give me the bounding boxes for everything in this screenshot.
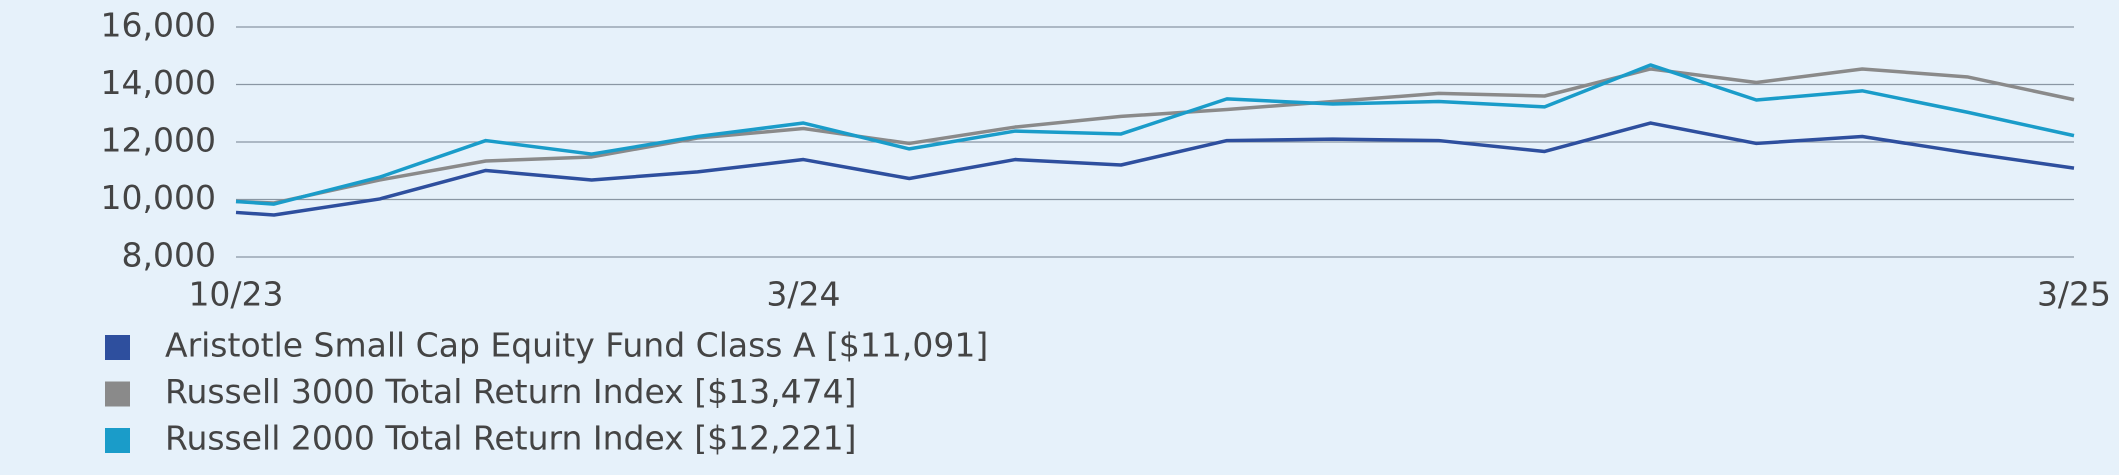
legend-label: Aristotle Small Cap Equity Fund Class A …: [165, 326, 988, 365]
legend-label: Russell 2000 Total Return Index [$12,221…: [165, 419, 856, 458]
legend-swatch: [105, 381, 130, 407]
y-tick-label: 16,000: [101, 6, 216, 45]
x-tick-label: 3/24: [766, 275, 840, 314]
x-tick-label: 10/23: [188, 275, 283, 314]
y-tick-label: 12,000: [101, 121, 216, 160]
y-tick-label: 10,000: [101, 178, 216, 217]
legend-swatch: [105, 335, 130, 360]
legend-label: Russell 3000 Total Return Index [$13,474…: [165, 372, 856, 411]
series-line: [235, 121, 2075, 217]
y-tick-label: 8,000: [122, 236, 216, 275]
series-line: [235, 67, 2075, 205]
y-tick-label: 14,000: [101, 63, 216, 102]
legend-swatch: [105, 428, 130, 453]
series-line: [235, 63, 2075, 206]
x-tick-label: 3/25: [2037, 275, 2111, 314]
